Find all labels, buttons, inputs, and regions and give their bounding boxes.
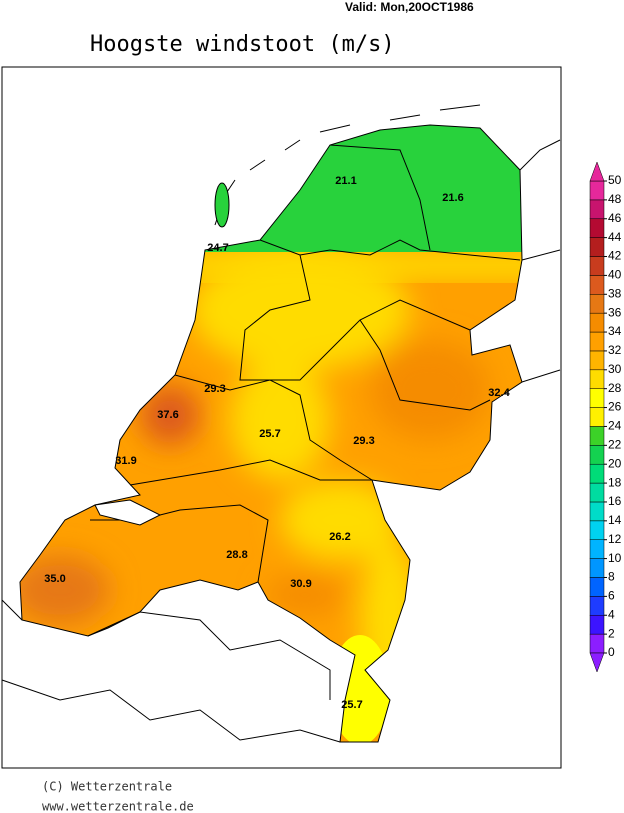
legend-label: 36 (608, 305, 622, 319)
legend-label: 34 (608, 324, 622, 338)
legend-arrow (589, 652, 605, 673)
legend-swatch (589, 350, 605, 371)
station-value: 29.3 (353, 435, 374, 447)
legend-label: 50 (608, 173, 622, 187)
station-value: 29.3 (204, 383, 225, 395)
station-value: 30.9 (290, 578, 311, 590)
legend-label: 0 (608, 645, 615, 659)
station-value: 25.7 (259, 428, 280, 440)
legend-swatch (589, 539, 605, 559)
legend-swatch (589, 577, 605, 597)
legend-label: 18 (608, 475, 622, 489)
station-value: 37.6 (157, 409, 178, 421)
copyright: (C) Wetterzentrale (42, 780, 172, 794)
legend-label: 38 (608, 286, 622, 300)
legend-swatch (589, 445, 605, 465)
legend-swatch (589, 294, 605, 314)
legend-label: 42 (608, 249, 622, 263)
legend-swatch (589, 633, 605, 654)
legend-swatch (589, 237, 605, 257)
legend-label: 26 (608, 400, 622, 414)
station-value: 24.7 (207, 242, 228, 254)
legend-swatch (589, 596, 605, 616)
station-value: 25.7 (341, 699, 362, 711)
dunes-coast (94, 499, 162, 526)
legend-swatch (589, 331, 605, 352)
legend-label: 46 (608, 211, 622, 225)
legend-swatch (589, 199, 605, 220)
legend-label: 48 (608, 192, 622, 206)
legend-label: 44 (608, 230, 622, 244)
legend-swatch (589, 501, 605, 522)
legend-swatch (589, 275, 605, 295)
legend-label: 16 (608, 494, 622, 508)
station-value: 28.8 (226, 549, 247, 561)
legend-swatch (589, 180, 605, 201)
legend-swatch (589, 256, 605, 276)
station-value: 26.2 (329, 531, 350, 543)
legend-swatch (589, 369, 605, 389)
legend-label: 6 (608, 589, 615, 603)
legend-label: 8 (608, 570, 615, 584)
station-value: 32.4 (488, 387, 510, 399)
legend-label: 10 (608, 551, 622, 565)
legend-arrow (589, 161, 605, 182)
legend-swatch (589, 388, 605, 408)
station-value: 21.6 (442, 192, 463, 204)
legend-swatch (589, 520, 605, 540)
station-value: 35.0 (44, 573, 65, 585)
valid-time: Valid: Mon,20OCT1986 (345, 0, 474, 14)
borders (1, 104, 561, 743)
island (214, 182, 230, 228)
legend-label: 2 (608, 626, 615, 640)
legend-label: 14 (608, 513, 622, 527)
legend-swatch (589, 463, 605, 484)
legend-label: 28 (608, 381, 622, 395)
legend-swatch (589, 407, 605, 427)
legend-swatch (589, 614, 605, 635)
legend-label: 12 (608, 532, 622, 546)
legend-label: 30 (608, 362, 622, 376)
legend-label: 22 (608, 437, 622, 451)
legend-swatch (589, 218, 605, 238)
legend-label: 40 (608, 268, 622, 282)
station-value: 31.9 (115, 455, 136, 467)
url: www.wetterzentrale.de (42, 800, 194, 813)
legend-label: 24 (608, 419, 622, 433)
legend-swatch (589, 558, 605, 578)
legend-swatch (589, 426, 605, 446)
legend-swatch (589, 482, 605, 503)
legend-label: 20 (608, 456, 622, 470)
legend-swatch (589, 312, 605, 333)
legend-label: 4 (608, 607, 615, 621)
station-value: 21.1 (335, 175, 356, 187)
title: Hoogste windstoot (m/s) (90, 32, 395, 57)
legend-label: 32 (608, 343, 622, 357)
